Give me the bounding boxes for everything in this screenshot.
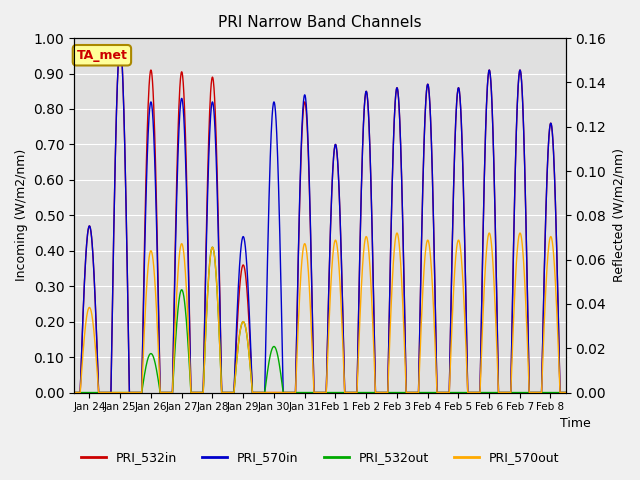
Legend: PRI_532in, PRI_570in, PRI_532out, PRI_570out: PRI_532in, PRI_570in, PRI_532out, PRI_57… bbox=[76, 446, 564, 469]
Y-axis label: Incoming (W/m2/nm): Incoming (W/m2/nm) bbox=[15, 149, 28, 281]
Title: PRI Narrow Band Channels: PRI Narrow Band Channels bbox=[218, 15, 422, 30]
Text: TA_met: TA_met bbox=[77, 49, 127, 62]
Y-axis label: Reflected (W/m2/nm): Reflected (W/m2/nm) bbox=[612, 148, 625, 282]
X-axis label: Time: Time bbox=[560, 417, 591, 431]
